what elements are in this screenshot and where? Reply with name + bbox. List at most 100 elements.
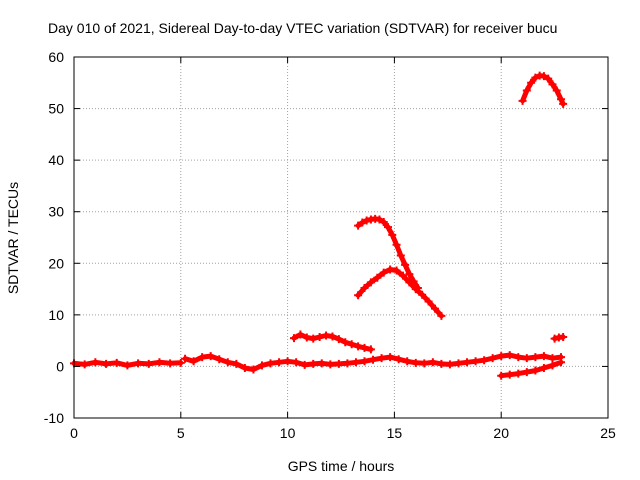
- data-point: [413, 284, 422, 293]
- data-point: [514, 369, 523, 378]
- data-point: [497, 352, 506, 361]
- y-axis-label: SDTVAR / TECUs: [5, 182, 21, 294]
- data-point: [223, 358, 232, 367]
- data-point: [326, 360, 335, 369]
- data-point: [354, 221, 363, 230]
- data-point: [155, 358, 164, 367]
- data-point: [351, 358, 360, 367]
- data-point: [302, 333, 311, 342]
- data-point: [557, 358, 566, 367]
- data-point: [405, 270, 414, 279]
- data-point: [557, 95, 566, 104]
- data-point: [377, 354, 386, 363]
- data-point: [411, 358, 420, 367]
- data-point: [91, 358, 100, 367]
- data-point: [300, 360, 309, 369]
- data-point: [522, 368, 531, 377]
- grid: [74, 57, 608, 418]
- data-point: [80, 360, 89, 369]
- data-point: [518, 96, 527, 105]
- data-point: [292, 358, 301, 367]
- chart-title: Day 010 of 2021, Sidereal Day-to-day VTE…: [48, 20, 557, 36]
- axis-ticks: 0 5 10 15 20 25 -10 0 10 20 30 40 50 60: [44, 49, 616, 441]
- data-point: [386, 265, 395, 274]
- x-tick-label: 5: [177, 425, 185, 441]
- data-point: [420, 359, 429, 368]
- data-point: [505, 351, 514, 360]
- data-point: [550, 334, 559, 343]
- data-point: [386, 353, 395, 362]
- data-point: [454, 359, 463, 368]
- data-point: [559, 99, 568, 108]
- x-tick-label: 0: [70, 425, 78, 441]
- data-point: [215, 355, 224, 364]
- y-tick-label: -10: [44, 410, 64, 426]
- data-point: [334, 335, 343, 344]
- data-point: [437, 359, 446, 368]
- data-point: [309, 359, 318, 368]
- data-point: [424, 297, 433, 306]
- data-point: [480, 356, 489, 365]
- data-point: [366, 278, 375, 287]
- x-tick-label: 25: [600, 425, 616, 441]
- data-point: [392, 240, 401, 249]
- data-point: [401, 260, 410, 269]
- data-point: [189, 357, 198, 366]
- data-point: [418, 290, 427, 299]
- x-tick-label: 10: [280, 425, 296, 441]
- y-tick-label: 60: [48, 49, 64, 65]
- data-point: [266, 359, 275, 368]
- data-point: [366, 345, 375, 354]
- data-point: [290, 334, 299, 343]
- data-point: [360, 357, 369, 366]
- data-point: [198, 353, 207, 362]
- data-point: [445, 360, 454, 369]
- y-tick-label: 10: [48, 307, 64, 323]
- data-point: [275, 358, 284, 367]
- data-point: [403, 357, 412, 366]
- data-point: [354, 291, 363, 300]
- data-layer: [70, 71, 568, 380]
- data-point: [296, 330, 305, 339]
- data-point: [548, 361, 557, 370]
- data-point: [206, 352, 215, 361]
- data-point: [257, 361, 266, 370]
- x-tick-label: 15: [387, 425, 403, 441]
- data-point: [522, 86, 531, 95]
- x-tick-label: 20: [493, 425, 509, 441]
- data-point: [144, 359, 153, 368]
- data-point: [471, 357, 480, 366]
- data-point: [383, 223, 392, 232]
- data-point: [112, 358, 121, 367]
- data-point: [539, 352, 548, 361]
- data-point: [369, 355, 378, 364]
- data-point: [409, 277, 418, 286]
- data-point: [463, 358, 472, 367]
- data-point: [362, 216, 371, 225]
- data-point: [102, 359, 111, 368]
- data-point: [497, 371, 506, 380]
- data-point: [522, 354, 531, 363]
- data-point: [544, 74, 553, 83]
- data-point: [315, 333, 324, 342]
- y-tick-label: 0: [56, 358, 64, 374]
- data-point: [358, 218, 367, 227]
- data-point: [539, 363, 548, 372]
- data-point: [559, 333, 568, 342]
- data-point: [428, 358, 437, 367]
- plot-frame: [73, 56, 609, 419]
- data-point: [539, 72, 548, 81]
- data-point: [166, 359, 175, 368]
- data-point: [388, 230, 397, 239]
- data-point: [123, 361, 132, 370]
- data-point: [176, 358, 185, 367]
- data-point: [430, 304, 439, 313]
- data-point: [360, 284, 369, 293]
- data-point: [354, 342, 363, 351]
- data-point: [322, 331, 331, 340]
- data-point: [548, 80, 557, 89]
- data-point: [373, 273, 382, 282]
- data-point: [531, 73, 540, 82]
- data-point: [249, 365, 258, 374]
